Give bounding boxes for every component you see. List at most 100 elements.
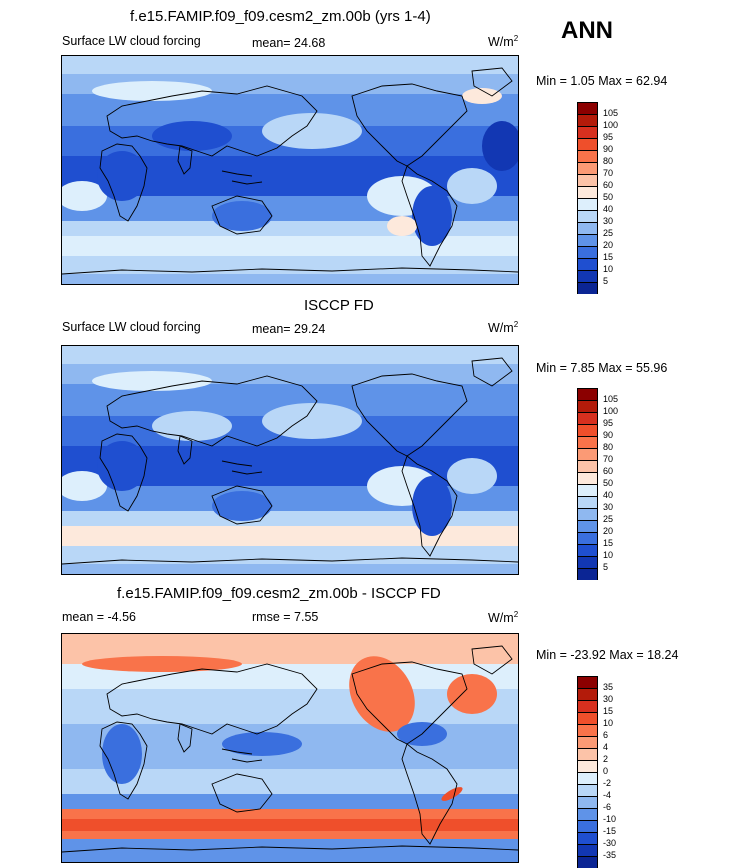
colorbar-box (577, 544, 598, 556)
colorbar-tick-label: -2 (603, 778, 612, 788)
colorbar-box (577, 246, 598, 258)
colorbar-box (577, 114, 598, 126)
colorbar-tick-label: -35 (603, 850, 617, 860)
panel-2-units: W/m2 (488, 320, 519, 336)
colorbar-box (577, 712, 598, 724)
colorbar-tick-label: 4 (603, 742, 609, 752)
panel-3-colorbar: 35 30 15 10 6 4 2 0 -2 -4 -6 -10 -15 -30 -35 (577, 676, 616, 868)
colorbar-box (577, 856, 598, 868)
panel-3-title: f.e15.FAMIP.f09_f09.cesm2_zm.00b - ISCCP… (117, 585, 441, 602)
colorbar-tick-label: 20 (603, 240, 614, 250)
colorbar-box (577, 844, 598, 856)
colorbar-box (577, 126, 598, 138)
colorbar-box (577, 448, 598, 460)
colorbar-box (577, 270, 598, 282)
colorbar-box (577, 568, 598, 580)
colorbar-tick-label: 15 (603, 538, 614, 548)
panel-3-rmse: rmse = 7.55 (252, 610, 319, 624)
panel-1-units: W/m2 (488, 34, 519, 50)
colorbar-tick-label: 40 (603, 490, 614, 500)
colorbar-box (577, 400, 598, 412)
colorbar-tick-label: 80 (603, 442, 614, 452)
colorbar-tick-label: 15 (603, 252, 614, 262)
colorbar-tick-label: 30 (603, 502, 614, 512)
colorbar-tick-label: -15 (603, 826, 617, 836)
colorbar-tick-label: 60 (603, 180, 614, 190)
colorbar-tick-label: 30 (603, 216, 614, 226)
colorbar-tick-label: 100 (603, 406, 619, 416)
colorbar-tick-label: 70 (603, 454, 614, 464)
colorbar-tick-label: 10 (603, 264, 614, 274)
colorbar-box (577, 388, 598, 400)
colorbar-tick-label: 40 (603, 204, 614, 214)
colorbar-box (577, 210, 598, 222)
colorbar-tick-label: 15 (603, 706, 614, 716)
colorbar-tick-label: 100 (603, 120, 619, 130)
panel-2-title: ISCCP FD (304, 297, 374, 314)
colorbar-box (577, 700, 598, 712)
colorbar-box (577, 508, 598, 520)
colorbar-box (577, 150, 598, 162)
colorbar-box (577, 472, 598, 484)
colorbar-tick-label: 30 (603, 694, 614, 704)
panel-1-mean: mean= 24.68 (252, 36, 326, 50)
colorbar-tick-label: -10 (603, 814, 617, 824)
colorbar-tick-label: 5 (603, 276, 609, 286)
colorbar-box (577, 760, 598, 772)
colorbar-tick-label: 50 (603, 478, 614, 488)
panel-3-units: W/m2 (488, 610, 519, 626)
colorbar-box (577, 460, 598, 472)
colorbar-tick-label: 6 (603, 730, 609, 740)
panel-1-variable-label: Surface LW cloud forcing (62, 34, 201, 48)
panel-1-minmax: Min = 1.05 Max = 62.94 (536, 74, 668, 88)
colorbar-box (577, 736, 598, 748)
colorbar-box (577, 198, 598, 210)
panel-2-minmax: Min = 7.85 Max = 55.96 (536, 361, 668, 375)
colorbar-box (577, 282, 598, 294)
panel-1-colorbar: 105 100 95 90 80 70 60 50 40 30 25 20 15 10 5 (577, 102, 618, 294)
panel-1-map (61, 55, 519, 285)
colorbar-box (577, 832, 598, 844)
colorbar-tick-label: 70 (603, 168, 614, 178)
colorbar-box (577, 676, 598, 688)
colorbar-tick-label: 60 (603, 466, 614, 476)
colorbar-box (577, 820, 598, 832)
colorbar-tick-label: 2 (603, 754, 609, 764)
panel-2-map (61, 345, 519, 575)
colorbar-box (577, 808, 598, 820)
colorbar-tick-label: 95 (603, 418, 614, 428)
colorbar-tick-label: 20 (603, 526, 614, 536)
panel-2-colorbar: 105 100 95 90 80 70 60 50 40 30 25 20 15 10 5 (577, 388, 618, 580)
colorbar-box (577, 784, 598, 796)
colorbar-tick-label: 50 (603, 192, 614, 202)
colorbar-box (577, 484, 598, 496)
colorbar-tick-label: 35 (603, 682, 614, 692)
colorbar-tick-label: 105 (603, 108, 619, 118)
colorbar-box (577, 556, 598, 568)
colorbar-box (577, 688, 598, 700)
colorbar-tick-label: 95 (603, 132, 614, 142)
colorbar-tick-label: 25 (603, 514, 614, 524)
colorbar-tick-label: 25 (603, 228, 614, 238)
colorbar-tick-label: -6 (603, 802, 612, 812)
colorbar-tick-label: 105 (603, 394, 619, 404)
colorbar-box (577, 724, 598, 736)
colorbar-tick-label: -30 (603, 838, 617, 848)
colorbar-box (577, 496, 598, 508)
colorbar-box (577, 186, 598, 198)
panel-3-mean: mean = -4.56 (62, 610, 137, 624)
colorbar-box (577, 436, 598, 448)
colorbar-box (577, 174, 598, 186)
season-label: ANN (561, 17, 613, 44)
colorbar-box (577, 532, 598, 544)
panel-2-mean: mean= 29.24 (252, 322, 326, 336)
colorbar-tick-label: 5 (603, 562, 609, 572)
colorbar-tick-label: 80 (603, 156, 614, 166)
colorbar-box (577, 258, 598, 270)
colorbar-box (577, 520, 598, 532)
colorbar-box (577, 102, 598, 114)
colorbar-box (577, 772, 598, 784)
colorbar-tick-label: -4 (603, 790, 612, 800)
colorbar-tick-label: 90 (603, 430, 614, 440)
colorbar-box (577, 162, 598, 174)
